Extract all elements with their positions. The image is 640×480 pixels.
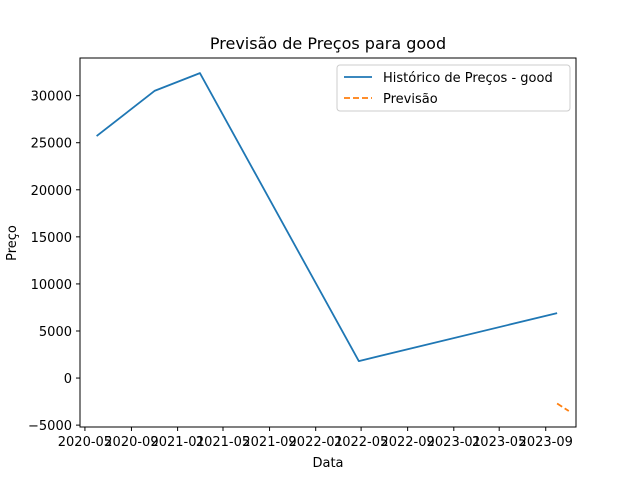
y-tick-label: −5000: [28, 419, 72, 434]
y-tick-label: 10000: [31, 278, 72, 293]
legend-label-historico: Histórico de Preços - good: [383, 71, 553, 86]
y-tick-label: 0: [64, 372, 72, 387]
x-tick-label: 2022-01: [289, 435, 343, 450]
y-tick-label: 30000: [31, 90, 72, 105]
y-tick-label: 20000: [31, 184, 72, 199]
y-axis: −5000 0 5000 10000 15000 20000 25000 30000: [28, 90, 80, 434]
plot-frame: [79, 57, 577, 428]
y-tick-label: 15000: [31, 231, 72, 246]
legend-label-previsao: Previsão: [383, 92, 438, 107]
x-tick-label: 2022-09: [380, 435, 434, 450]
x-tick-label: 2020-09: [104, 435, 158, 450]
x-tick-label: 2023-09: [519, 435, 573, 450]
legend: Histórico de Preços - good Previsão: [336, 64, 571, 112]
y-axis-label: Preço: [5, 225, 20, 261]
x-tick-label: 2020-05: [58, 435, 112, 450]
plot-area: [96, 72, 570, 412]
chart-title: Previsão de Preços para good: [210, 34, 446, 53]
x-axis: 2020-052020-092021-012021-052021-092022-…: [58, 427, 573, 450]
y-tick-label: 25000: [31, 137, 72, 152]
x-tick-label: 2022-05: [334, 435, 388, 450]
series-line-0: [96, 72, 558, 363]
x-tick-label: 2023-05: [472, 435, 526, 450]
x-tick-label: 2023-01: [427, 435, 481, 450]
x-tick-label: 2021-05: [196, 435, 250, 450]
series-line-1: [556, 402, 570, 412]
x-tick-label: 2021-01: [150, 435, 204, 450]
x-tick-label: 2021-09: [242, 435, 296, 450]
legend-box: [336, 64, 571, 112]
x-axis-label: Data: [312, 456, 343, 471]
y-tick-label: 5000: [39, 325, 72, 340]
